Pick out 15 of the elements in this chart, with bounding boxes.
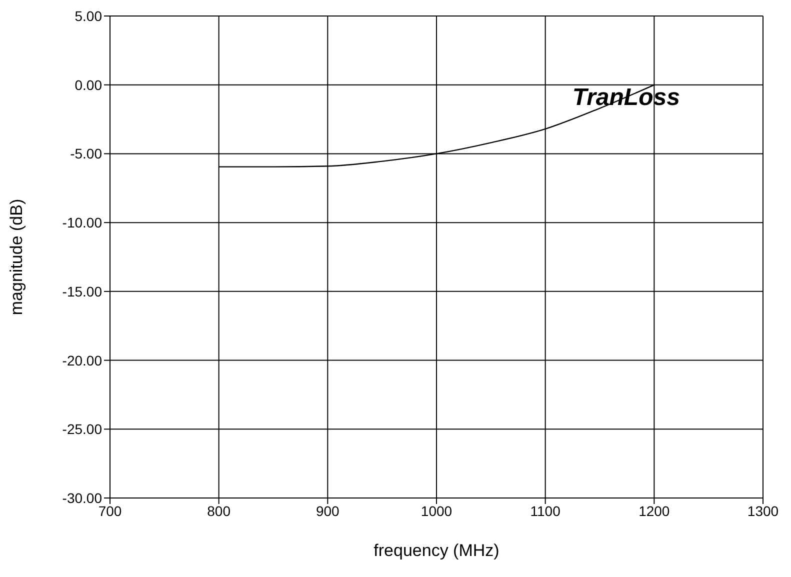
y-axis-title: magnitude (dB) bbox=[7, 198, 26, 316]
x-tick-label: 1100 bbox=[530, 502, 561, 519]
y-tick-label: 5.00 bbox=[74, 8, 102, 24]
x-axis-title: frequency (MHz) bbox=[374, 541, 500, 560]
x-tick-label: 800 bbox=[207, 502, 231, 519]
x-tick-label: 1200 bbox=[638, 502, 670, 519]
y-tick-label: 0.00 bbox=[74, 76, 102, 93]
y-tick-label: -25.00 bbox=[62, 421, 102, 438]
x-tick-label: 900 bbox=[316, 502, 340, 519]
x-tick-label: 1300 bbox=[747, 502, 779, 519]
y-tick-label: -10.00 bbox=[62, 214, 102, 231]
y-tick-label: -15.00 bbox=[62, 283, 102, 300]
y-tick-label: -20.00 bbox=[62, 352, 102, 368]
x-tick-label: 1000 bbox=[420, 502, 452, 519]
y-tick-label: -5.00 bbox=[70, 146, 102, 162]
